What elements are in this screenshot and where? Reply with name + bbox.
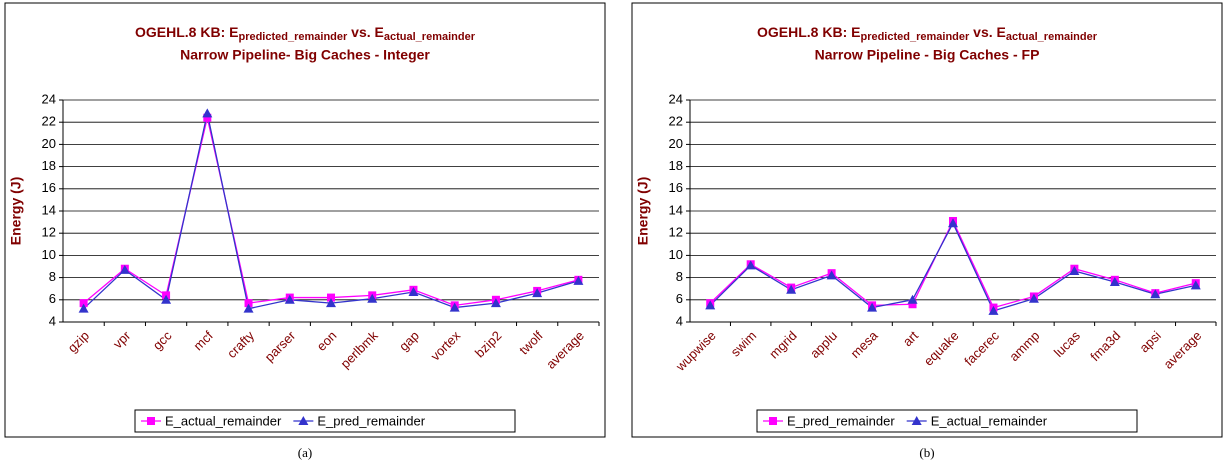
y-tick-label: 20 xyxy=(42,136,56,151)
chart-title: OGEHL.8 KB: Epredicted_remainder vs. Eac… xyxy=(135,24,476,43)
chart: OGEHL.8 KB: Epredicted_remainder vs. Eac… xyxy=(4,2,606,438)
marker xyxy=(573,275,584,285)
marker xyxy=(449,302,460,312)
marker xyxy=(79,299,88,308)
marker xyxy=(867,302,878,312)
legend-label: E_pred_remainder xyxy=(317,413,425,428)
y-tick-label: 22 xyxy=(42,114,56,129)
marker xyxy=(745,260,756,270)
title-subscript: actual_remainder xyxy=(384,31,476,43)
marker xyxy=(1150,289,1161,299)
marker xyxy=(705,300,716,310)
y-tick-label: 14 xyxy=(42,202,56,217)
caption: (a) xyxy=(298,445,312,460)
legend-label: E_pred_remainder xyxy=(787,413,895,428)
marker xyxy=(1069,265,1080,275)
marker xyxy=(1109,277,1120,287)
title-subscript: predicted_remainder xyxy=(860,31,970,43)
marker xyxy=(161,294,172,304)
marker xyxy=(367,293,378,303)
marker xyxy=(327,293,335,302)
y-tick-label: 10 xyxy=(669,247,683,262)
title-part: OGEHL.8 KB: E xyxy=(757,24,860,40)
y-tick-label: 22 xyxy=(669,114,683,129)
marker xyxy=(147,417,155,425)
marker xyxy=(203,113,212,122)
title-part: OGEHL.8 KB: E xyxy=(135,24,238,40)
marker xyxy=(202,108,213,118)
y-tick-label: 6 xyxy=(676,291,683,306)
y-axis-label: Energy (J) xyxy=(8,177,24,245)
marker xyxy=(243,303,254,313)
marker xyxy=(826,270,837,280)
legend-frame xyxy=(756,409,1138,433)
marker xyxy=(326,298,336,308)
y-tick-label: 16 xyxy=(669,180,683,195)
marker xyxy=(298,416,309,425)
marker xyxy=(408,287,419,297)
marker xyxy=(948,218,958,228)
title-part: vs. E xyxy=(969,24,1006,40)
chart-title: OGEHL.8 KB: Epredicted_remainder vs. Eac… xyxy=(757,24,1098,43)
chart-frame xyxy=(4,2,606,438)
y-tick-label: 18 xyxy=(42,158,56,173)
y-tick-label: 18 xyxy=(669,158,683,173)
y-tick-label: 6 xyxy=(49,291,56,306)
y-tick-label: 8 xyxy=(676,269,683,284)
y-tick-label: 14 xyxy=(669,202,683,217)
chart-subtitle: Narrow Pipeline- Big Caches - Integer xyxy=(180,47,430,63)
y-axis-label: Energy (J) xyxy=(635,177,651,245)
y-tick-label: 12 xyxy=(669,225,683,240)
y-tick-label: 4 xyxy=(49,313,56,328)
y-tick-label: 24 xyxy=(669,91,683,106)
marker xyxy=(244,299,253,308)
y-tick-label: 10 xyxy=(42,247,56,262)
marker xyxy=(907,294,918,304)
marker xyxy=(78,303,89,313)
marker xyxy=(908,300,917,309)
marker xyxy=(1190,280,1201,290)
marker xyxy=(1028,293,1039,303)
marker xyxy=(284,294,295,304)
y-tick-label: 8 xyxy=(49,269,56,284)
legend-label: E_actual_remainder xyxy=(165,413,282,428)
y-tick-label: 12 xyxy=(42,225,56,240)
marker xyxy=(911,416,922,425)
title-subscript: actual_remainder xyxy=(1006,31,1098,43)
legend-frame xyxy=(134,409,516,433)
chart-frame xyxy=(631,2,1223,438)
y-tick-label: 24 xyxy=(42,91,56,106)
marker xyxy=(119,264,130,274)
y-tick-label: 20 xyxy=(669,136,683,151)
title-subscript: predicted_remainder xyxy=(238,31,348,43)
marker xyxy=(490,298,501,308)
y-tick-label: 16 xyxy=(42,180,56,195)
y-tick-label: 4 xyxy=(676,313,683,328)
title-part: vs. E xyxy=(347,24,384,40)
marker xyxy=(988,305,999,315)
marker xyxy=(769,417,777,425)
marker xyxy=(532,288,543,298)
legend-label: E_actual_remainder xyxy=(931,413,1048,428)
marker xyxy=(786,284,797,294)
chart: OGEHL.8 KB: Epredicted_remainder vs. Eac… xyxy=(631,2,1223,438)
chart-subtitle: Narrow Pipeline - Big Caches - FP xyxy=(815,47,1040,63)
caption: (b) xyxy=(919,445,934,460)
